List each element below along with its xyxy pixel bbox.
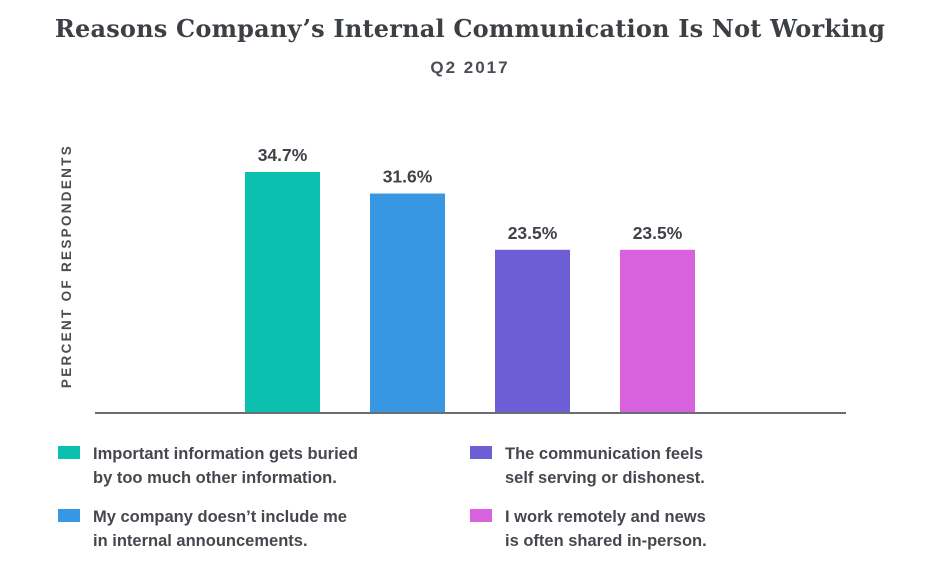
value-labels-layer: 34.7% 31.6% 23.5% 23.5%: [258, 145, 683, 243]
legend-item-3: I work remotely and news is often shared…: [470, 505, 805, 553]
legend-label-1-line2: in internal announcements.: [93, 532, 308, 550]
legend-label-2-line2: self serving or dishonest.: [505, 469, 705, 487]
bar-0: [245, 172, 320, 413]
legend-label-0-line2: by too much other information.: [93, 469, 337, 487]
bar-1: [370, 193, 445, 413]
legend-item-2: The communication feels self serving or …: [470, 442, 805, 490]
legend-label-3-line1: I work remotely and news: [505, 508, 706, 526]
legend-label-2: The communication feels self serving or …: [505, 442, 805, 490]
bar-2: [495, 249, 570, 413]
bar-value-label-3: 23.5%: [633, 223, 683, 243]
legend-swatch-1: [58, 509, 80, 522]
chart-title: Reasons Company’s Internal Communication…: [54, 14, 886, 43]
bar-value-label-1: 31.6%: [383, 167, 433, 187]
legend-swatch-0: [58, 446, 80, 459]
legend-label-0: Important information gets buried by too…: [93, 442, 393, 490]
legend-label-3-line2: is often shared in-person.: [505, 532, 707, 550]
legend-label-2-line1: The communication feels: [505, 445, 704, 463]
bars-layer: [245, 172, 695, 413]
bar-3: [620, 249, 695, 413]
legend-label-1-line1: My company doesn’t include me: [93, 508, 347, 526]
legend-swatch-3: [470, 509, 492, 522]
legend-item-1: My company doesn’t include me in interna…: [58, 505, 393, 553]
legend-label-3: I work remotely and news is often shared…: [505, 505, 805, 553]
y-axis-label: PERCENT OF RESPONDENTS: [59, 144, 74, 388]
legend-label-1: My company doesn’t include me in interna…: [93, 505, 393, 553]
legend-swatch-2: [470, 446, 492, 459]
legend-item-0: Important information gets buried by too…: [58, 442, 393, 490]
bar-value-label-2: 23.5%: [508, 223, 558, 243]
chart-subtitle: Q2 2017: [430, 58, 510, 77]
legend-label-0-line1: Important information gets buried: [93, 445, 358, 463]
bar-value-label-0: 34.7%: [258, 145, 308, 165]
